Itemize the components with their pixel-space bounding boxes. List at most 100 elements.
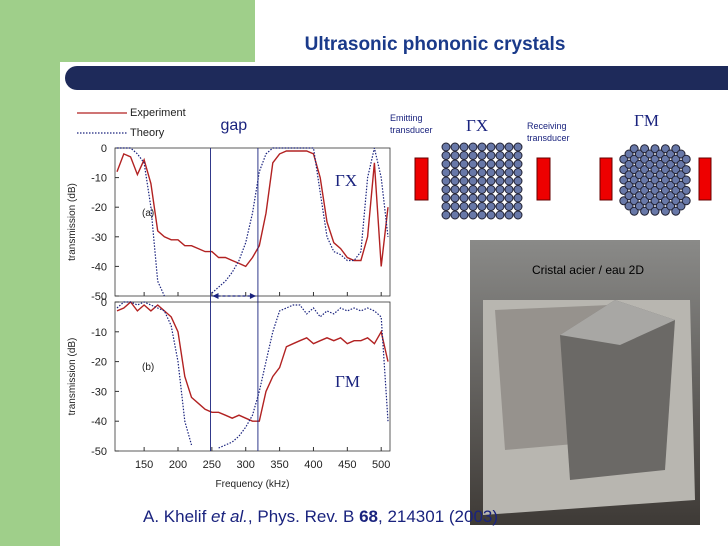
header-bar [65, 66, 728, 90]
photo-label: Cristal acier / eau 2D [532, 263, 644, 277]
y-tick-label: -50 [91, 291, 107, 303]
rod [450, 185, 460, 194]
rod [504, 168, 514, 177]
y-tick-label: -40 [91, 416, 107, 428]
x-tick-label: 500 [372, 459, 390, 471]
rod [468, 210, 478, 220]
label: Emitting [390, 113, 423, 123]
rod [513, 176, 523, 186]
y-tick-label: -40 [91, 261, 107, 273]
rod [486, 168, 496, 177]
label: transducer [390, 125, 433, 135]
stack [560, 300, 675, 480]
transducer [599, 157, 613, 201]
text: et al. [211, 507, 248, 526]
rod [468, 159, 478, 169]
rod [640, 144, 650, 154]
rod [671, 206, 681, 216]
rod [634, 191, 644, 201]
rod [681, 185, 691, 195]
rod [450, 142, 460, 152]
rod [629, 185, 639, 195]
x-tick-label: 350 [270, 459, 288, 471]
rod [650, 154, 660, 164]
rod [671, 175, 681, 185]
diagram: Emitting transducer Receiving transducer… [390, 111, 712, 220]
rod [486, 185, 496, 194]
gap-label: gap [221, 117, 248, 134]
rod [441, 142, 451, 152]
y-label: transmission (dB) [67, 183, 78, 261]
rod [486, 142, 496, 152]
rod [459, 210, 469, 220]
rod [477, 151, 487, 160]
x-tick-label: 150 [135, 459, 153, 471]
rod [450, 168, 460, 177]
rod [450, 151, 460, 160]
rod [660, 185, 670, 195]
rod [441, 210, 451, 220]
rod [645, 149, 655, 159]
rod [624, 159, 634, 169]
text: 68 [359, 507, 378, 526]
annotation: ΓX [335, 171, 357, 190]
rod [666, 191, 676, 201]
rod [634, 149, 644, 159]
y-tick-label: -50 [91, 446, 107, 458]
rod [671, 165, 681, 175]
citation: A. Khelif et al., Phys. Rev. B 68, 21430… [143, 507, 498, 527]
rod [477, 202, 487, 211]
rod [495, 185, 505, 194]
text: , Phys. Rev. B [247, 507, 360, 526]
rod [468, 193, 478, 203]
rod [681, 165, 691, 175]
rod [486, 193, 496, 203]
y-tick-label: -10 [91, 327, 107, 339]
stack-top [560, 300, 675, 345]
rod [513, 210, 523, 220]
rod [513, 142, 523, 152]
rod [671, 196, 681, 206]
x-tick-label: 400 [304, 459, 322, 471]
rod [645, 180, 655, 190]
rod [486, 176, 496, 186]
rod [660, 206, 670, 216]
panel-label: (a) [142, 208, 154, 219]
rod [450, 210, 460, 220]
rod [650, 144, 660, 154]
rod [655, 201, 665, 211]
rod [504, 202, 514, 211]
rod [441, 151, 451, 160]
rod [640, 206, 650, 216]
rod [671, 144, 681, 154]
rod [513, 151, 523, 160]
y-tick-label: -20 [91, 202, 107, 214]
rod [459, 151, 469, 160]
rod [441, 202, 451, 211]
rod [624, 180, 634, 190]
rod [486, 159, 496, 169]
y-tick-label: 0 [101, 297, 107, 309]
transducer [536, 157, 551, 201]
x-tick-label: 250 [203, 459, 221, 471]
rod [619, 154, 629, 164]
rod [477, 193, 487, 203]
rod [660, 144, 670, 154]
rod [629, 175, 639, 185]
rod [629, 196, 639, 206]
rod [629, 154, 639, 164]
rod [441, 168, 451, 177]
rod [676, 159, 686, 169]
rod [634, 201, 644, 211]
rod [468, 142, 478, 152]
rod [468, 185, 478, 194]
series-line [116, 150, 389, 268]
y-tick-label: -30 [91, 232, 107, 244]
rod [671, 185, 681, 195]
rod [486, 202, 496, 211]
rod [666, 159, 676, 169]
rod [681, 154, 691, 164]
rod [513, 185, 523, 194]
rod [495, 159, 505, 169]
